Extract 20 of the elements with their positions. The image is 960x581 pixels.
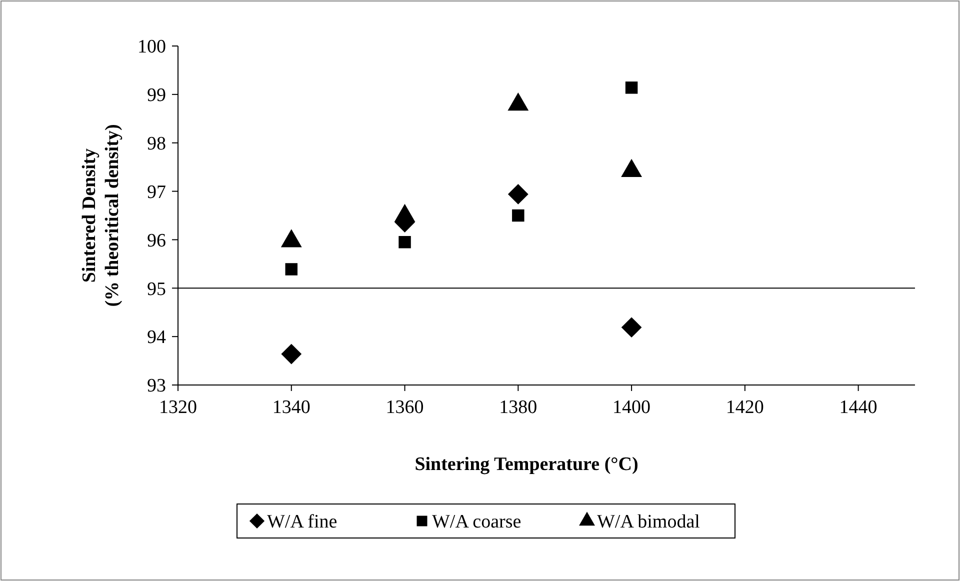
legend-label: W/A coarse	[432, 512, 522, 533]
x-tick-label: 1340	[272, 397, 310, 418]
y-tick-label: 98	[147, 134, 166, 155]
y-axis-title: Sintered Density (% theoritical density)	[79, 124, 123, 307]
legend-label: W/A bimodal	[597, 512, 700, 533]
y-tick-label: 97	[147, 182, 166, 203]
y-tick-label: 96	[147, 230, 166, 252]
y-tick-label: 94	[147, 327, 166, 348]
y-tick-label: 100	[138, 36, 166, 58]
legend-label: W/A fine	[267, 512, 338, 533]
x-axis-title: Sintering Temperature (°C)	[414, 454, 638, 475]
x-tick-label: 1380	[499, 397, 538, 418]
x-tick-label: 1320	[159, 397, 197, 418]
x-tick-label: 1440	[839, 397, 878, 418]
x-tick-label: 1360	[386, 397, 424, 418]
y-tick-label: 93	[147, 376, 166, 397]
x-tick-label: 1400	[612, 397, 651, 418]
x-tick-label: 1420	[726, 397, 764, 418]
y-tick-label: 95	[147, 278, 166, 300]
y-tick-label: 99	[147, 85, 166, 106]
